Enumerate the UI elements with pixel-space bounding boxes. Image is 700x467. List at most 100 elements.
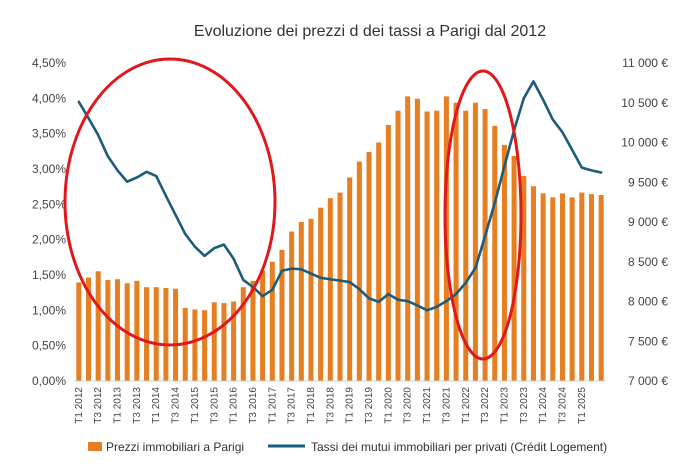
bar-t1-2018: [308, 218, 314, 381]
annotation-layer: [63, 57, 523, 361]
bar-t4-2018: [337, 192, 343, 381]
x-tick-label: T3 2024: [557, 387, 568, 424]
x-tick-label: T3 2023: [519, 387, 530, 424]
x-tick-label: T1 2019: [345, 387, 356, 424]
bar-t1-2014: [153, 287, 159, 381]
legend-label-rates: Tassi dei mutui immobiliari per privati …: [311, 440, 607, 454]
bar-t4-2023: [530, 186, 536, 381]
bar-t2-2025: [588, 194, 595, 381]
x-tick-label: T3 2022: [480, 387, 491, 424]
left-tick-label: 4,50%: [32, 56, 66, 70]
legend: Prezzi immobiliari a Parigi Tassi dei mu…: [88, 440, 607, 454]
left-tick-label: 2,00%: [32, 233, 66, 247]
right-tick-label: 11 000 €: [622, 56, 668, 70]
x-tick-label: T3 2013: [132, 387, 143, 424]
left-tick-label: 1,00%: [32, 303, 66, 317]
bar-t2-2024: [550, 197, 556, 381]
bar-t2-2018: [318, 207, 324, 381]
annotation-ellipse-right: [443, 69, 523, 361]
bar-t2-2022: [472, 102, 478, 381]
bar-t3-2022: [482, 109, 488, 382]
bar-t3-2013: [134, 280, 140, 381]
bar-t3-2017: [289, 231, 295, 381]
annotation-ellipse-left: [63, 57, 277, 347]
right-tick-label: 9 000 €: [628, 215, 668, 229]
bar-t3-2020: [405, 96, 411, 381]
x-tick-label: T1 2021: [422, 387, 433, 424]
bar-t1-2021: [424, 111, 430, 381]
bar-t4-2015: [221, 303, 227, 381]
x-tick-label: T1 2018: [306, 387, 317, 424]
bar-t2-2023: [511, 156, 517, 381]
right-tick-label: 7 000 €: [628, 374, 668, 388]
bar-t2-2014: [163, 287, 169, 381]
bar-t1-2022: [463, 110, 469, 381]
left-tick-label: 4,00%: [32, 91, 66, 105]
x-tick-label: T3 2018: [325, 387, 336, 424]
left-axis: 0,00% 0,50% 1,00% 1,50% 2,00% 2,50% 3,00% 3,50%…: [32, 56, 66, 388]
bar-t3-2025: [598, 194, 604, 381]
x-tick-label: T1 2017: [267, 387, 278, 424]
bar-t1-2023: [501, 144, 507, 381]
left-tick-label: 0,00%: [32, 374, 66, 388]
right-tick-label: 8 500 €: [628, 255, 668, 269]
x-tick-label: T3 2014: [171, 387, 182, 424]
left-tick-label: 2,50%: [32, 197, 66, 211]
bar-t1-2019: [347, 177, 353, 381]
x-tick-label: T3 2015: [209, 387, 220, 424]
bar-t2-2017: [279, 249, 285, 381]
bar-t4-2012: [105, 280, 111, 381]
bar-t1-2012: [76, 282, 82, 381]
left-tick-label: 3,50%: [32, 127, 66, 141]
bar-t4-2013: [144, 287, 150, 381]
bar-t3-2015: [211, 302, 217, 381]
x-tick-label: T3 2016: [248, 387, 259, 424]
x-tick-label: T1 2016: [229, 387, 240, 424]
x-tick-label: T1 2020: [383, 387, 394, 424]
x-tick-label: T1 2015: [190, 387, 201, 424]
right-tick-label: 7 500 €: [628, 334, 668, 348]
bar-t1-2016: [231, 301, 237, 381]
x-tick-label: T1 2024: [538, 387, 549, 424]
left-tick-label: 1,50%: [32, 268, 66, 282]
bar-t4-2020: [414, 98, 420, 381]
bar-t3-2019: [366, 152, 372, 381]
right-axis: 7 000 € 7 500 € 8 000 € 8 500 € 9 000 € 9 500…: [621, 56, 668, 388]
bar-t1-2020: [385, 125, 391, 381]
bar-t4-2017: [298, 222, 304, 381]
x-tick-label: T1 2012: [74, 387, 85, 424]
bar-t2-2021: [434, 110, 440, 381]
bar-t1-2025: [579, 192, 585, 381]
right-tick-label: 8 000 €: [628, 295, 668, 309]
legend-label-prices: Prezzi immobiliari a Parigi: [106, 440, 244, 454]
bar-t4-2024: [569, 197, 575, 381]
bar-t2-2016: [240, 287, 246, 381]
x-tick-label: T3 2017: [287, 387, 298, 424]
left-tick-label: 0,50%: [32, 339, 66, 353]
bar-t4-2016: [260, 270, 266, 381]
chart-title: Evoluzione dei prezzi d dei tassi a Pari…: [194, 23, 546, 40]
bar-t2-2012: [85, 277, 92, 381]
right-tick-label: 10 000 €: [621, 136, 668, 150]
bar-t3-2016: [250, 280, 256, 381]
left-tick-label: 3,00%: [32, 162, 66, 176]
x-axis: T1 2012 T3 2012 T1 2013 T3 2013 T1 2014 T3 20…: [74, 380, 606, 424]
bar-t3-2023: [521, 175, 527, 381]
bar-t1-2015: [192, 309, 198, 381]
x-tick-label: T1 2014: [151, 387, 162, 424]
x-tick-label: T1 2025: [577, 387, 588, 424]
bar-t4-2021: [453, 102, 459, 381]
right-tick-label: 10 500 €: [621, 96, 668, 110]
bar-t1-2017: [269, 261, 275, 381]
bar-t3-2014: [173, 288, 179, 381]
bar-t2-2015: [202, 310, 208, 381]
x-tick-label: T1 2013: [113, 387, 124, 424]
x-tick-label: T3 2021: [441, 387, 452, 424]
bar-t2-2019: [356, 161, 362, 381]
bar-t3-2024: [559, 193, 565, 381]
right-tick-label: 9 500 €: [628, 175, 668, 189]
legend-swatch-prices: [88, 442, 102, 451]
x-tick-label: T3 2020: [403, 387, 414, 424]
